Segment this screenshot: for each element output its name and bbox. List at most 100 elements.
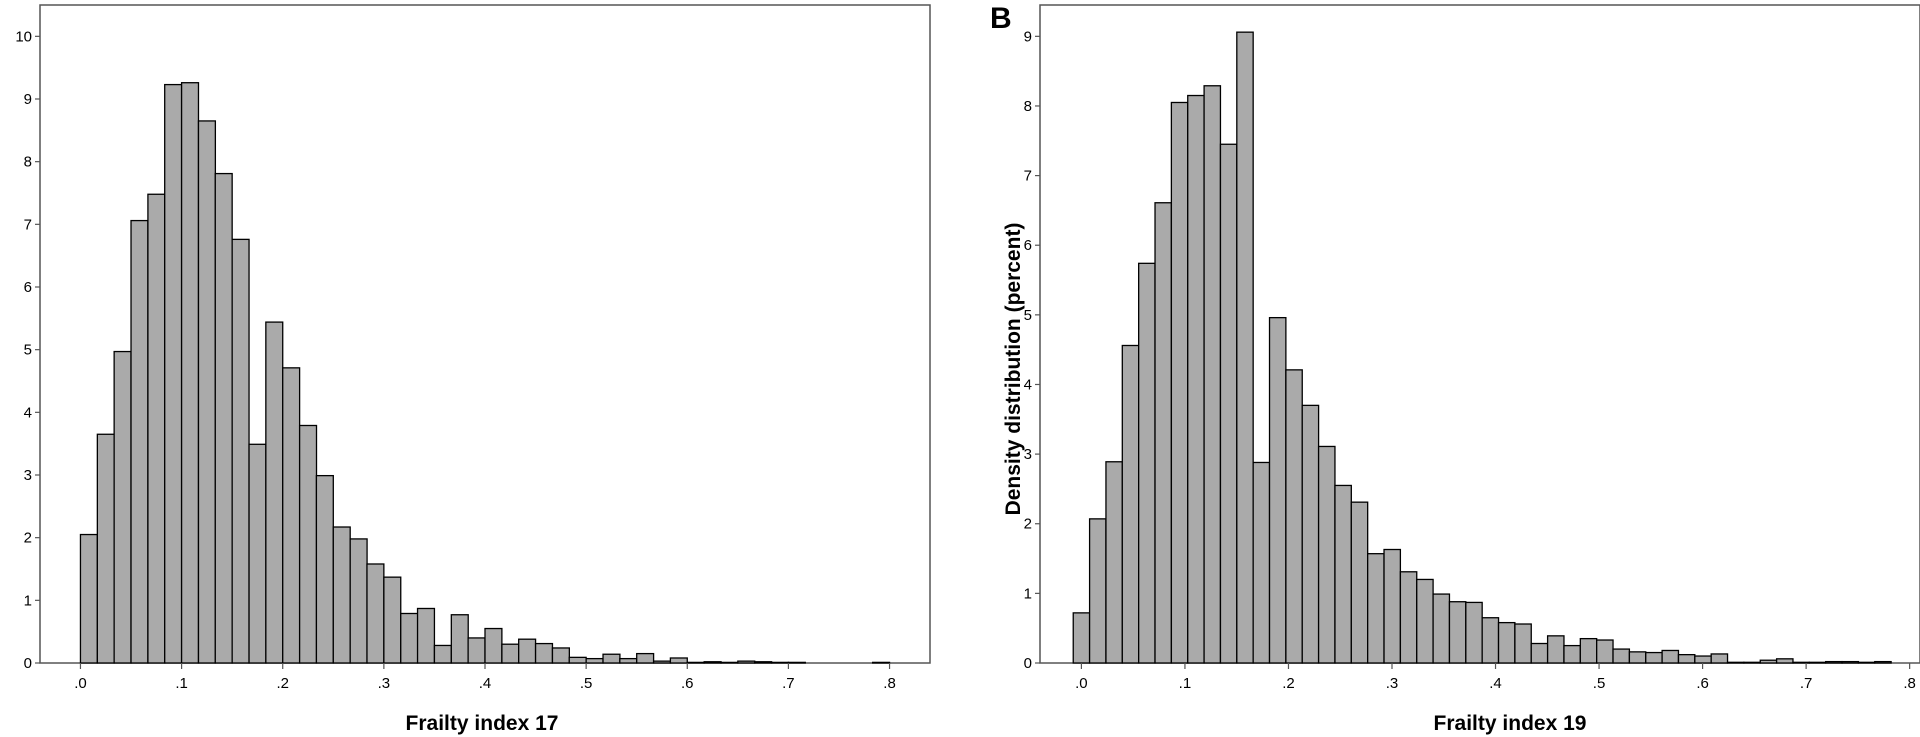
- histogram-bar: [1448, 601, 1467, 664]
- histogram-bar: [720, 661, 739, 664]
- histogram-bar: [1088, 518, 1107, 664]
- panel-letter-b: B: [990, 2, 1012, 35]
- histogram-bar: [1694, 655, 1712, 664]
- y-tick-label: 5: [1024, 307, 1032, 324]
- y-tick-label: 1: [1024, 585, 1032, 602]
- histogram-bar: [433, 644, 452, 664]
- histogram-bar: [383, 576, 402, 664]
- histogram-bar: [551, 647, 570, 664]
- x-tick-label: .5: [1593, 675, 1606, 692]
- histogram-bar: [1563, 644, 1581, 664]
- x-tick-label: .8: [883, 675, 896, 692]
- x-tick-label: .4: [479, 675, 492, 692]
- histogram-bar: [770, 661, 790, 664]
- histogram-bar: [197, 120, 217, 664]
- histogram-bar: [1792, 661, 1810, 664]
- histogram-bar: [1317, 445, 1336, 664]
- histogram-bar: [1628, 651, 1647, 664]
- histogram-bar: [1350, 501, 1369, 664]
- y-tick-label: 8: [24, 154, 32, 171]
- histogram-bar: [1121, 344, 1140, 664]
- histogram-bar: [1514, 623, 1532, 664]
- histogram-bar: [636, 652, 655, 664]
- x-tick-label: .4: [1489, 675, 1502, 692]
- histogram-bar: [1399, 571, 1418, 664]
- histogram-bar: [534, 642, 554, 664]
- histogram-bar: [518, 638, 537, 664]
- histogram-bar: [1612, 648, 1631, 664]
- histogram-bar: [1105, 461, 1123, 664]
- histogram-bar: [79, 533, 98, 664]
- histogram-bar: [1596, 639, 1614, 664]
- histogram-bar: [1301, 404, 1320, 664]
- x-tick-label: .2: [1282, 675, 1295, 692]
- histogram-bar: [147, 193, 166, 664]
- histogram-bar: [1726, 661, 1745, 664]
- histogram-bar: [130, 219, 149, 664]
- histogram-bar: [1285, 369, 1303, 664]
- histogram-bar: [1874, 660, 1892, 664]
- histogram-bar: [669, 657, 688, 664]
- x-tick-label: .0: [1075, 675, 1088, 692]
- histogram-panel-b: B Density distribution (percent) Frailty…: [990, 2, 1920, 735]
- y-tick-label: 6: [1024, 237, 1032, 254]
- histogram-bar: [332, 526, 351, 664]
- x-tick-label: .7: [782, 675, 795, 692]
- histogram-bar: [1645, 651, 1663, 664]
- histogram-bar: [737, 660, 756, 664]
- x-tick-label: .5: [580, 675, 593, 692]
- histogram-bar: [231, 238, 250, 664]
- histogram-bar: [568, 656, 587, 664]
- histogram-bar: [1432, 593, 1451, 664]
- histogram-bar: [1383, 548, 1402, 664]
- histogram-bar: [1334, 484, 1352, 664]
- y-tick-label: 9: [24, 91, 32, 108]
- histogram-bar: [164, 83, 183, 664]
- histogram-bar: [1743, 661, 1761, 664]
- histogram-bar: [501, 643, 520, 664]
- x-tick-label: .0: [74, 675, 87, 692]
- histogram-bar: [1416, 578, 1434, 664]
- x-axis-title-a: Frailty index 17: [406, 712, 559, 735]
- histogram-bar: [1677, 653, 1696, 664]
- histogram-bar: [315, 474, 334, 664]
- histogram-bar: [1546, 635, 1565, 664]
- y-tick-label: 0: [1024, 655, 1032, 672]
- x-tick-label: .1: [1179, 675, 1192, 692]
- x-tick-label: .3: [378, 675, 391, 692]
- histogram-bar: [1579, 637, 1598, 664]
- histogram-bar: [1252, 461, 1271, 664]
- x-tick-label: .1: [175, 675, 188, 692]
- y-tick-label: 7: [24, 216, 32, 233]
- y-tick-label: 2: [1024, 516, 1032, 533]
- histogram-bar: [1481, 617, 1500, 664]
- histogram-bar: [686, 661, 705, 664]
- x-tick-label: .2: [276, 675, 289, 692]
- histogram-bar: [180, 82, 200, 664]
- x-tick-label: .6: [1696, 675, 1709, 692]
- y-tick-label: 7: [1024, 168, 1032, 185]
- y-tick-label: 6: [24, 279, 32, 296]
- y-tick-label: 3: [24, 467, 32, 484]
- histogram-panel-a: Frailty index 17 0 1 2 3 4 5 6 7 8 9 10 .0 .1 .2 .3 .4.…: [15, 4, 931, 735]
- histogram-bar: [400, 612, 419, 664]
- y-tick-label: 10: [15, 28, 32, 45]
- histogram-bar: [703, 661, 722, 664]
- histogram-bar: [1138, 262, 1156, 664]
- histogram-bar: [1775, 658, 1794, 664]
- histogram-bar: [1710, 653, 1729, 664]
- y-tick-label: 1: [24, 592, 32, 609]
- histogram-bar: [416, 607, 436, 664]
- histogram-bar: [1367, 553, 1385, 664]
- y-tick-label: 5: [24, 342, 32, 359]
- histogram-bar: [1203, 85, 1222, 664]
- histogram-bar: [366, 563, 385, 664]
- x-tick-label: .3: [1386, 675, 1399, 692]
- histogram-bar: [1530, 642, 1549, 664]
- x-axis-title-b: Frailty index 19: [1434, 712, 1587, 735]
- histogram-bar: [1236, 31, 1254, 664]
- y-tick-label: 3: [1024, 446, 1032, 463]
- x-tick-label: .7: [1800, 675, 1813, 692]
- histogram-bar: [484, 627, 503, 664]
- histogram-bar: [754, 661, 773, 664]
